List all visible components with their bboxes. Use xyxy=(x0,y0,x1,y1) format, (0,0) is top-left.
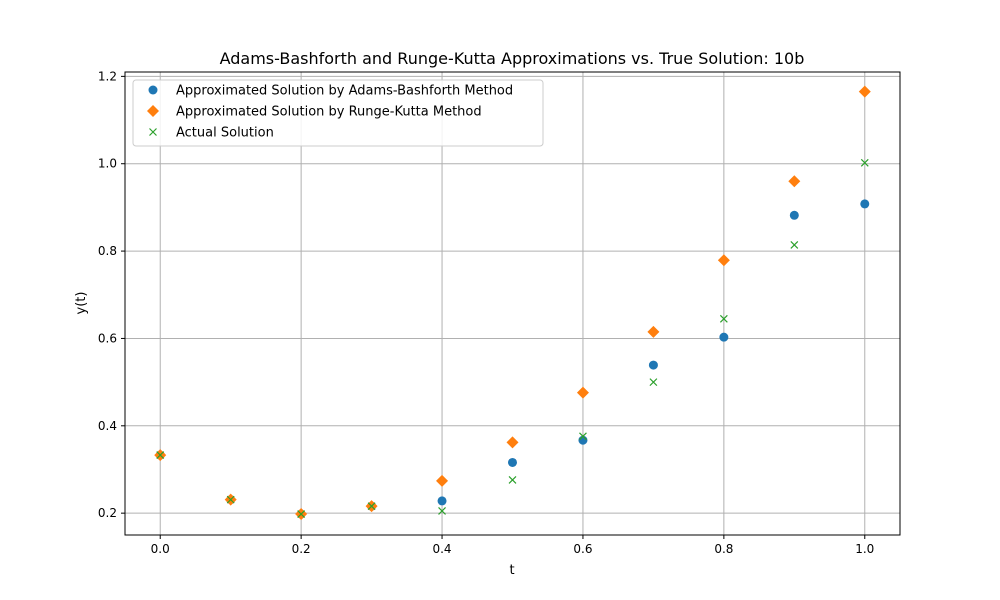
legend-marker xyxy=(148,85,158,95)
data-point-x xyxy=(649,378,658,387)
legend-item: Approximated Solution by Runge-Kutta Met… xyxy=(147,105,482,120)
legend: Approximated Solution by Adams-Bashforth… xyxy=(132,79,544,147)
legend-item: Actual Solution xyxy=(149,126,274,141)
data-point-circle xyxy=(508,457,517,467)
data-point-x xyxy=(226,495,235,504)
chart-title: Adams-Bashforth and Runge-Kutta Approxim… xyxy=(220,49,805,68)
data-point-x xyxy=(438,507,446,515)
x-tick-label: 0.0 xyxy=(151,542,170,556)
data-point-diamond xyxy=(506,436,519,449)
x-tick-label: 0.2 xyxy=(292,542,311,556)
legend-marker xyxy=(149,128,157,136)
y-tick-label: 1.0 xyxy=(98,157,117,171)
data-point-x xyxy=(367,502,376,511)
data-point-x xyxy=(508,476,517,484)
axis-ticks: 0.0 0.2 0.4 0.6 0.8 1.0 0.2 0.4 0.6 0.8 1.0 1.2 xyxy=(98,69,874,556)
legend-item: Approximated Solution by Adams-Bashforth… xyxy=(148,84,513,99)
data-point-circle xyxy=(719,332,729,342)
legend-label: Approximated Solution by Adams-Bashforth… xyxy=(176,84,513,99)
series-1 xyxy=(155,199,870,519)
x-axis-label: t xyxy=(509,563,514,578)
data-point-x xyxy=(156,451,165,459)
y-tick-label: 1.2 xyxy=(98,69,117,83)
x-tick-label: 0.6 xyxy=(573,542,592,556)
data-point-diamond xyxy=(576,386,589,399)
data-point-circle xyxy=(648,360,658,370)
data-point-x xyxy=(297,510,306,518)
y-tick-label: 0.4 xyxy=(98,419,117,433)
data-point-diamond xyxy=(647,325,660,338)
data-point-x xyxy=(790,241,799,249)
x-tick-label: 0.8 xyxy=(714,542,733,556)
data-point-circle xyxy=(437,496,447,506)
data-point-circle xyxy=(789,210,799,220)
legend-box xyxy=(132,79,544,147)
data-point-diamond xyxy=(858,85,871,98)
series-3 xyxy=(156,158,869,518)
data-point-x xyxy=(719,314,728,323)
data-point-x xyxy=(860,158,869,167)
data-point-diamond xyxy=(788,175,801,188)
series-2 xyxy=(154,85,871,521)
data-point-circle xyxy=(860,199,870,209)
data-points xyxy=(154,85,871,521)
y-tick-label: 0.8 xyxy=(98,244,117,258)
y-axis-label: y(t) xyxy=(74,292,89,315)
data-point-diamond xyxy=(717,254,730,267)
legend-marker xyxy=(147,105,159,117)
legend-label: Approximated Solution by Runge-Kutta Met… xyxy=(176,105,482,120)
y-tick-label: 0.6 xyxy=(98,331,117,345)
plot-frame xyxy=(124,71,901,536)
y-tick-label: 0.2 xyxy=(98,506,117,520)
data-point-x xyxy=(579,432,587,441)
x-tick-label: 0.4 xyxy=(432,542,451,556)
legend-label: Actual Solution xyxy=(176,126,274,141)
x-tick-label: 1.0 xyxy=(855,542,874,556)
grid-lines xyxy=(125,72,900,535)
data-point-diamond xyxy=(436,474,449,487)
